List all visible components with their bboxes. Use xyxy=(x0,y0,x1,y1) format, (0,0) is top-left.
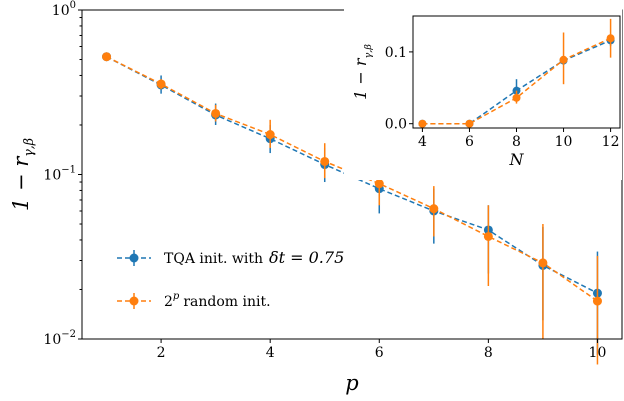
data-point xyxy=(538,258,548,268)
legend-label-math: δt = 0.75 xyxy=(269,248,344,267)
y-tick-exponent: 0 xyxy=(70,0,76,11)
x-tick-label: 6 xyxy=(465,134,474,150)
y-tick-label: 0.0 xyxy=(385,117,407,133)
legend-label-1: 2p random init. xyxy=(164,291,271,310)
data-point xyxy=(211,108,221,118)
y-tick-exponent: −1 xyxy=(61,165,76,176)
legend-marker xyxy=(129,296,139,306)
data-point xyxy=(102,52,112,62)
legend-label-base: 2 xyxy=(164,294,173,310)
data-point xyxy=(483,231,493,241)
data-point xyxy=(465,119,474,128)
y-tick-label: 100 xyxy=(52,0,76,19)
data-point xyxy=(559,55,568,64)
x-tick-label: 12 xyxy=(602,134,620,150)
x-axis-title: p xyxy=(345,371,358,395)
y-tick-base: 10 xyxy=(52,3,70,19)
x-axis-title: N xyxy=(509,150,525,169)
y-axis-title-main: 1 − r xyxy=(9,155,33,211)
data-point xyxy=(512,93,521,102)
y-axis-title-main: 1 − r xyxy=(351,57,370,100)
legend: TQA init. with δt = 0.75 2p random init. xyxy=(117,248,344,310)
legend-label-text: TQA init. with xyxy=(164,251,263,267)
data-point xyxy=(592,296,602,306)
inset-chart: 4 6 8 10 12 0.0 0.1 N 1 − rγ,β xyxy=(344,2,622,180)
y-axis-title-subscript: γ,β xyxy=(363,44,374,59)
legend-label-text: random init. xyxy=(183,294,270,310)
y-tick-base: 10 xyxy=(43,168,61,184)
y-tick-exponent: −2 xyxy=(61,329,76,340)
y-tick-label: 10−1 xyxy=(43,165,76,184)
series-line xyxy=(106,56,598,302)
x-tick-label: 2 xyxy=(157,345,166,361)
y-tick-label: 0.1 xyxy=(385,45,407,61)
x-tick-label: 6 xyxy=(375,345,384,361)
x-tick-label: 8 xyxy=(484,345,493,361)
data-point xyxy=(320,156,330,166)
inset-background xyxy=(344,2,622,180)
y-tick-label: 10−2 xyxy=(43,329,76,348)
data-point xyxy=(606,34,615,43)
legend-item-1 xyxy=(117,293,151,309)
x-tick-label: 8 xyxy=(512,134,521,150)
data-point xyxy=(418,119,427,128)
x-tick-label: 10 xyxy=(589,345,607,361)
y-axis-title-subscript: γ,β xyxy=(21,138,36,157)
y-axis-title: 1 − rγ,β xyxy=(351,44,374,100)
data-point xyxy=(265,130,275,140)
data-point xyxy=(429,204,439,214)
data-point xyxy=(374,179,384,189)
legend-label-0: TQA init. with δt = 0.75 xyxy=(164,248,344,267)
x-tick-label: 4 xyxy=(266,345,275,361)
x-tick-label: 4 xyxy=(418,134,427,150)
legend-label-exponent: p xyxy=(173,291,180,302)
legend-marker xyxy=(129,253,139,263)
series-1 xyxy=(102,52,602,365)
legend-item-0 xyxy=(117,250,151,266)
y-tick-base: 10 xyxy=(43,332,61,348)
data-point xyxy=(156,79,166,89)
x-tick-label: 10 xyxy=(555,134,573,150)
series-1 xyxy=(418,18,615,128)
y-axis-title: 1 − rγ,β xyxy=(9,138,36,211)
